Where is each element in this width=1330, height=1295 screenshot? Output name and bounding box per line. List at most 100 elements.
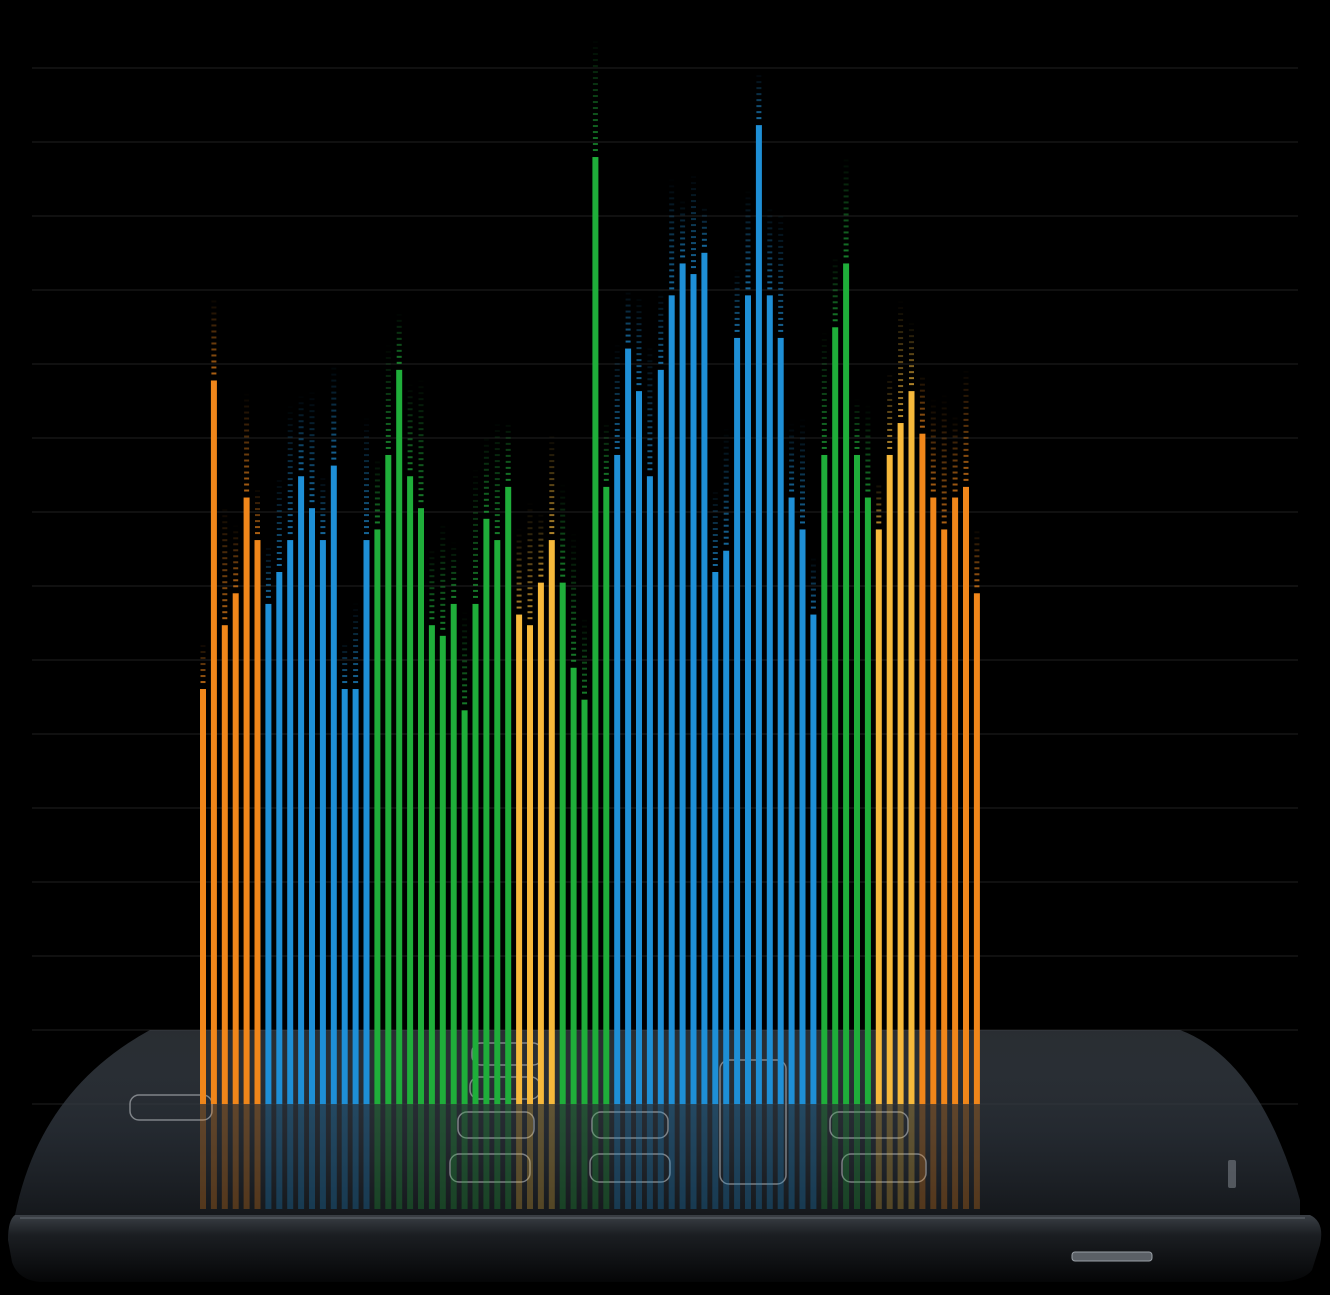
bar — [668, 295, 675, 1104]
bar-echo-segment — [462, 690, 468, 693]
bar-echo-segment — [734, 299, 740, 302]
bar-reflection — [745, 1104, 751, 1209]
bar-echo-segment — [527, 575, 533, 578]
bar-echo-segment — [483, 504, 489, 507]
bar-echo-segment — [353, 609, 359, 612]
bar-echo-segment — [527, 539, 533, 542]
bar-echo-segment — [473, 541, 478, 544]
bar-echo-segment — [494, 478, 500, 481]
bar-echo-segment — [560, 514, 566, 517]
bar-echo-segment — [614, 380, 620, 383]
bar-echo-segment — [429, 551, 435, 554]
bar-echo-segment — [941, 473, 947, 476]
bar-echo-segment — [898, 379, 904, 382]
bar-echo-segment — [244, 459, 250, 462]
bar-echo-segment — [680, 249, 686, 252]
bar-echo-segment — [855, 399, 860, 401]
bar-echo-segment — [887, 392, 893, 395]
bar-echo-segment — [592, 143, 598, 146]
bar-echo-segment — [538, 562, 544, 565]
bar-echo-segment — [952, 429, 958, 432]
bar-echo-segment — [549, 484, 555, 487]
bar-echo-segment — [364, 460, 369, 463]
bar-echo-segment — [756, 93, 762, 96]
bar-echo-segment — [810, 600, 816, 603]
bar-echo-segment — [974, 579, 980, 582]
app-slot — [457, 1111, 535, 1139]
bar-echo-segment — [582, 649, 587, 652]
bar-echo-segment — [636, 311, 642, 314]
bar-echo-segment — [592, 77, 598, 80]
bar — [527, 625, 533, 1104]
bar-echo-segment — [745, 287, 751, 290]
bar-echo-segment — [909, 371, 914, 374]
bar-echo-segment — [800, 509, 805, 512]
bar-echo-segment — [320, 508, 326, 511]
bar-echo-segment — [222, 509, 228, 512]
bar-echo-segment — [309, 500, 315, 503]
bar-echo-segment — [222, 599, 228, 602]
bar-echo-segment — [701, 214, 707, 217]
bar-echo-segment — [473, 535, 478, 538]
bar-echo-segment — [571, 545, 577, 548]
bar-echo-segment — [821, 440, 827, 443]
bar-echo-segment — [669, 263, 675, 266]
bar-echo-segment — [211, 360, 217, 363]
bar-echo-segment — [222, 605, 228, 608]
bar-echo-segment — [582, 679, 587, 682]
bar-reflection — [603, 1104, 610, 1209]
bar-echo-segment — [473, 547, 478, 550]
bar-echo-segment — [843, 195, 849, 198]
bar-echo-segment — [734, 281, 740, 284]
bar-echo-segment — [233, 549, 239, 552]
bar-echo-segment — [930, 471, 936, 474]
bar-echo-segment — [287, 466, 293, 469]
bar-echo-segment — [778, 251, 784, 254]
bar-echo-segment — [222, 569, 228, 572]
bar-echo-segment — [821, 392, 827, 395]
bar-echo-segment — [821, 446, 827, 449]
bar-echo-segment — [494, 466, 500, 469]
bar-echo-segment — [636, 377, 642, 380]
bar-echo-segment — [331, 415, 337, 418]
bar-echo-segment — [963, 472, 969, 475]
bar-echo-segment — [582, 625, 587, 628]
bar — [418, 508, 424, 1104]
bar-echo-segment — [244, 405, 250, 408]
bar-echo-segment — [440, 627, 446, 630]
bar-echo-segment — [854, 416, 860, 419]
bar — [265, 603, 272, 1104]
bar-echo-segment — [440, 537, 446, 540]
bar-echo-segment — [680, 243, 686, 246]
bar-echo-segment — [658, 295, 664, 298]
bar-echo-segment — [571, 629, 577, 632]
bar-echo-segment — [745, 239, 751, 242]
bar-echo-segment — [211, 372, 217, 375]
bar-echo-segment — [571, 659, 577, 662]
bar-echo-segment — [309, 434, 315, 437]
bar-reflection — [875, 1104, 882, 1209]
bar-echo-segment — [658, 343, 664, 346]
bar-echo-segment — [276, 510, 282, 512]
bar-echo-segment — [310, 392, 315, 394]
bar-echo-segment — [527, 611, 533, 614]
bar-echo-segment — [549, 508, 555, 511]
bar-echo-segment — [265, 583, 271, 586]
bar-echo-segment — [898, 313, 904, 316]
bar-echo-segment — [625, 310, 631, 313]
bar-echo-segment — [898, 409, 904, 412]
bar-echo-segment — [331, 367, 337, 370]
bar-echo-segment — [385, 368, 391, 371]
bar-echo-segment — [647, 432, 653, 435]
bar-echo-segment — [331, 409, 337, 412]
bar-reflection — [723, 1104, 730, 1209]
bar-echo-segment — [353, 651, 359, 654]
bar-echo-segment — [429, 581, 435, 584]
bar-echo-segment — [603, 448, 609, 451]
bar-echo-segment — [353, 615, 359, 618]
bar-echo-segment — [200, 669, 206, 672]
bar-echo-segment — [385, 404, 391, 407]
bar-echo-segment — [614, 416, 620, 419]
bar-reflection — [287, 1104, 294, 1209]
bar-reflection — [385, 1104, 392, 1209]
